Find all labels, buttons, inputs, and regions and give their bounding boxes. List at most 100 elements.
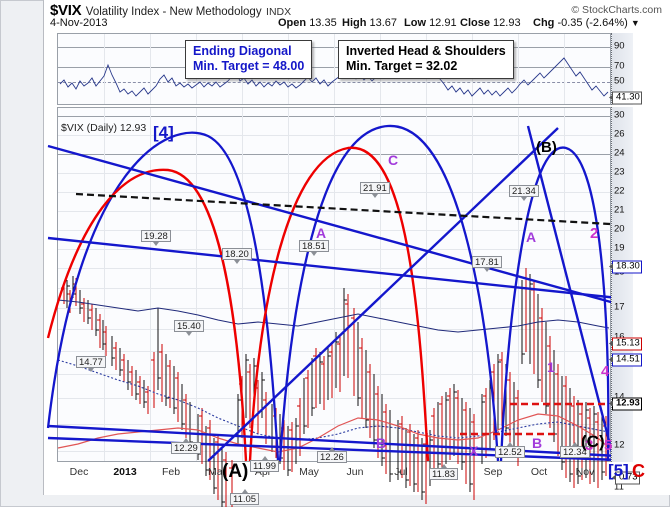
rsi-axis-label-70: 70 — [614, 60, 625, 72]
wave-label-C-paren: (C) — [581, 432, 605, 451]
price-callout-18-30: 18.30 — [609, 260, 642, 274]
ma-blue-solid — [57, 299, 610, 333]
price-axis-label-14: 14 — [614, 392, 625, 402]
price-tag-21-91: 21.91 — [360, 182, 390, 198]
price-tag-12-26: 12.26 — [317, 447, 347, 463]
price-tag-18-20: 18.20 — [222, 248, 252, 264]
wave-label-X: X — [469, 443, 479, 459]
price-tag-12-34: 12.34 — [560, 442, 590, 458]
quote-high-label: High — [342, 17, 367, 29]
trendline-rising — [207, 127, 559, 462]
month-label-may: May — [299, 466, 319, 478]
price-tag-11-05: 11.05 — [230, 489, 260, 505]
quote-open: Open 13.35 — [278, 17, 337, 29]
price-axis-label-16: 16 — [614, 332, 625, 342]
elliott-wave-overlay — [46, 124, 619, 462]
rsi-current-callout: 41.30 — [609, 91, 642, 105]
price-axis-label-22: 22 — [614, 185, 625, 197]
dashed-resistance — [75, 192, 611, 226]
month-label-dec: Dec — [69, 466, 89, 478]
wave-label-1: 1 — [547, 359, 555, 375]
chevron-down-icon[interactable]: ▼ — [630, 18, 640, 28]
wave-label-C-red: C — [632, 461, 645, 481]
annotation-box1-line1: Ending Diagonal — [193, 44, 292, 58]
symbol-ticker[interactable]: $VIX — [50, 2, 82, 19]
quote-close-value: 12.93 — [493, 17, 521, 29]
ohlc-bars — [61, 268, 607, 507]
price-tag-18-51: 18.51 — [299, 240, 329, 256]
quote-open-value: 13.35 — [309, 17, 337, 29]
price-panel: $VIX (Daily) 12.93 [4] (B) C A A B B X 1… — [46, 107, 619, 507]
price-axis-label-20: 20 — [614, 223, 625, 235]
price-axis-label-19: 19 — [614, 242, 625, 254]
red-arc-right — [248, 146, 430, 462]
ma-blue-dotted — [57, 359, 610, 441]
stockcharts-brand: © StockCharts.com — [571, 4, 662, 16]
annotation-box2-line2: Min. Target = 32.02 — [346, 59, 458, 73]
month-label-jul: Jul — [394, 466, 408, 478]
price-tag-14-77: 14.77 — [76, 356, 106, 372]
price-callout-12-93: 12.93 — [609, 397, 642, 411]
annotation-box-inverted-hs[interactable]: Inverted Head & Shoulders Min. Target = … — [338, 40, 514, 79]
wave-label-B-1: B — [376, 435, 387, 451]
rsi-axis-label-50: 50 — [614, 75, 625, 87]
quote-low: Low 12.91 — [404, 17, 457, 29]
symbol-description: Volatility Index - New Methodology — [85, 6, 262, 18]
quote-change-value: -0.35 (-2.64%) — [557, 17, 628, 29]
wave-label-A-2: A — [526, 229, 537, 245]
month-label-jun: Jun — [346, 466, 364, 478]
wave-label-5-bracket: [5] — [608, 461, 629, 480]
quote-low-label: Low — [404, 17, 426, 29]
price-tag-19-28: 19.28 — [141, 230, 171, 246]
quote-low-value: 12.91 — [429, 17, 457, 29]
red-arc-left — [46, 168, 248, 462]
quote-close: Close 12.93 — [460, 17, 521, 29]
rsi-line — [59, 57, 609, 97]
wave-label-4: 4 — [601, 363, 610, 380]
price-tag-15-40: 15.40 — [174, 320, 204, 336]
price-tag-11-83: 11.83 — [429, 464, 459, 480]
price-axis-label-11: 11 — [614, 481, 624, 493]
quote-change-label: Chg — [533, 17, 555, 29]
header-title-line: $VIX Volatility Index - New Methodology … — [50, 2, 291, 20]
trendline-mid — [47, 236, 619, 300]
annotation-box-ending-diagonal[interactable]: Ending Diagonal Min. Target = 48.00 — [185, 40, 313, 79]
rsi-panel — [57, 33, 611, 105]
series-legend: $VIX (Daily) 12.93 — [61, 122, 147, 134]
wave-label-2: 2 — [590, 225, 599, 242]
annotation-box2-line1: Inverted Head & Shoulders — [346, 44, 506, 58]
price-axis-label-26: 26 — [614, 128, 625, 140]
price-tag-12-52: 12.52 — [495, 442, 525, 458]
quote-date: 4-Nov-2013 — [50, 17, 108, 29]
month-label-2013: 2013 — [113, 466, 137, 478]
wave-label-A-paren: (A) — [222, 461, 249, 482]
month-axis: Dec 2013 Feb Mar Apr May Jun Jul Aug Sep… — [57, 464, 633, 484]
wave-label-3: 3 — [585, 437, 594, 454]
cycle-arc-2 — [278, 124, 500, 462]
price-tag-11-99: 11.99 — [250, 456, 280, 472]
wave-label-A-1: A — [316, 225, 327, 241]
wave-label-4: [4] — [153, 123, 174, 142]
quote-close-label: Close — [460, 17, 490, 29]
quote-change: Chg -0.35 (-2.64%) ▼ — [533, 17, 640, 29]
annotation-box1-line2: Min. Target = 48.00 — [193, 59, 305, 73]
month-label-feb: Feb — [161, 466, 181, 478]
price-callout-15-13: 15.13 — [609, 337, 642, 351]
rsi-axis-label-90: 90 — [614, 40, 625, 52]
trendline-upper — [47, 144, 619, 306]
month-label-nov: Nov — [575, 466, 595, 478]
quote-high-value: 13.67 — [369, 17, 398, 29]
price-axis: 30 26 24 23 22 21 20 19 18 17 16 14 12 1… — [611, 107, 633, 491]
quote-open-label: Open — [278, 17, 307, 29]
wave-label-B-2: B — [532, 435, 543, 451]
symbol-index-tag: INDX — [266, 6, 292, 18]
price-callout-0-73: 0.73 — [612, 471, 640, 485]
price-axis-label-24: 24 — [614, 147, 625, 159]
wave-label-5: 5 — [604, 437, 613, 454]
price-tag-17-81: 17.81 — [472, 256, 502, 272]
price-axis-label-23: 23 — [614, 166, 625, 178]
price-tag-21-34: 21.34 — [509, 185, 539, 201]
price-axis-label-17: 17 — [614, 301, 625, 313]
price-callout-14-51: 14.51 — [609, 353, 642, 367]
cycle-arc-3 — [499, 146, 610, 462]
